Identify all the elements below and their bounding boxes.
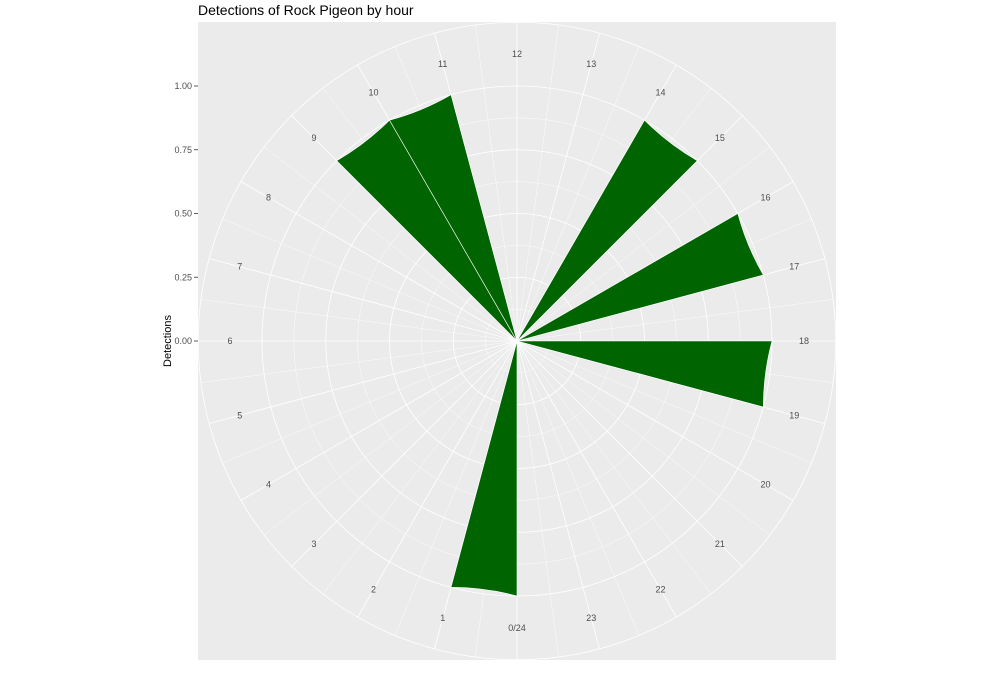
hour-tick-label: 10 xyxy=(368,87,378,97)
chart-title: Detections of Rock Pigeon by hour xyxy=(198,2,414,18)
grid-spoke xyxy=(516,146,771,342)
bar-hour-16 xyxy=(516,213,764,342)
grid-spoke xyxy=(209,340,518,424)
grid-spoke xyxy=(516,340,794,501)
grid-spoke xyxy=(516,340,640,636)
grid-spoke xyxy=(357,340,518,618)
y-tick-label: 0.75 xyxy=(174,145,192,155)
hour-tick-label: 17 xyxy=(789,262,799,272)
grid-spoke xyxy=(516,33,600,342)
grid-spoke xyxy=(516,340,600,649)
grid-spoke xyxy=(516,340,712,595)
bar-hour-18 xyxy=(516,340,773,408)
hour-tick-label: 19 xyxy=(789,410,799,420)
hour-tick-label: 3 xyxy=(312,539,317,549)
bar-hour-0/24 xyxy=(450,340,518,597)
hour-tick-label: 1 xyxy=(440,613,445,623)
y-tick-labels: 0.00 0.25 0.50 0.75 1.00 xyxy=(174,81,198,346)
hour-tick-label: 7 xyxy=(237,262,242,272)
y-tick-label: 0.00 xyxy=(174,336,192,346)
grid-spoke xyxy=(516,340,559,658)
hour-tick-label: 0/24 xyxy=(508,623,526,633)
bars xyxy=(336,94,773,597)
hour-tick-labels: 0/24123456789101112131415161718192021222… xyxy=(227,49,809,633)
hour-tick-label: 2 xyxy=(371,585,376,595)
hour-tick-label: 14 xyxy=(655,87,665,97)
hour-tick-label: 5 xyxy=(237,410,242,420)
grid-spoke xyxy=(516,340,743,567)
hour-tick-label: 8 xyxy=(266,193,271,203)
grid-spoke xyxy=(516,46,640,342)
hour-tick-label: 13 xyxy=(586,59,596,69)
grid-spoke xyxy=(263,340,518,536)
hour-tick-label: 6 xyxy=(227,336,232,346)
hour-tick-label: 15 xyxy=(715,133,725,143)
grid-spoke xyxy=(516,340,771,536)
grid-spoke xyxy=(222,218,518,342)
grid-spoke xyxy=(516,340,677,618)
hour-tick-label: 20 xyxy=(761,480,771,490)
grid-spoke xyxy=(200,299,518,342)
grid-spoke xyxy=(200,340,518,383)
hour-tick-label: 18 xyxy=(799,336,809,346)
bar-hour-14 xyxy=(516,119,698,342)
hour-tick-label: 21 xyxy=(715,539,725,549)
grid-spoke xyxy=(240,340,518,501)
grid-spoke xyxy=(209,258,518,342)
grid-spoke xyxy=(222,340,518,464)
y-tick-label: 1.00 xyxy=(174,81,192,91)
grid-spoke xyxy=(394,340,518,636)
grid-spoke xyxy=(475,24,518,342)
grid-spoke xyxy=(516,299,834,342)
grid-spoke xyxy=(240,181,518,342)
hour-tick-label: 11 xyxy=(438,59,447,69)
grid-spoke xyxy=(291,340,518,567)
hour-tick-label: 4 xyxy=(266,480,271,490)
bar-hour-10 xyxy=(389,94,518,342)
y-tick-label: 0.25 xyxy=(174,272,192,282)
grid-spoke xyxy=(516,24,559,342)
hour-tick-label: 16 xyxy=(761,193,771,203)
hour-tick-label: 12 xyxy=(512,49,522,59)
grid-spoke xyxy=(263,146,518,342)
hour-tick-label: 22 xyxy=(655,585,665,595)
grid-spoke xyxy=(516,340,812,464)
grid-spoke xyxy=(322,340,518,595)
hour-tick-label: 9 xyxy=(312,133,317,143)
y-tick-label: 0.50 xyxy=(174,209,192,219)
hour-tick-label: 23 xyxy=(586,613,596,623)
